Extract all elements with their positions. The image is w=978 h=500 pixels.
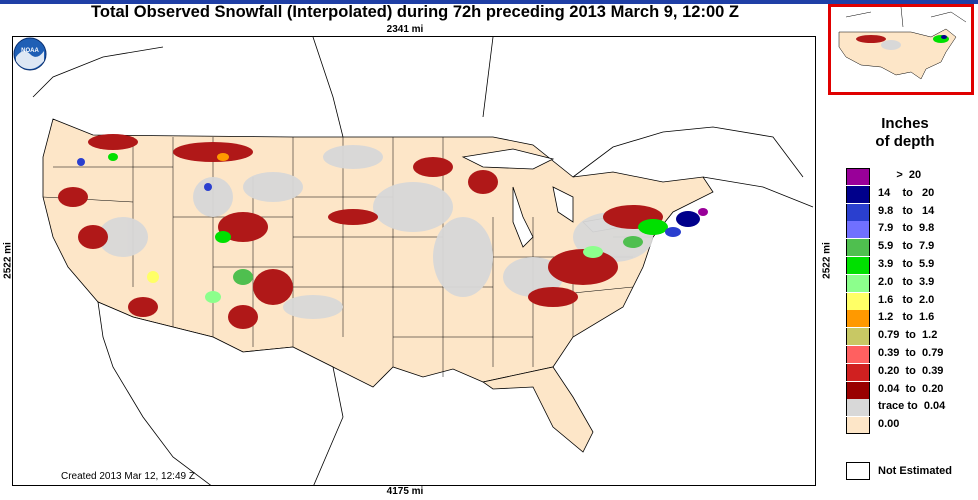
- snow-moderate: [108, 153, 668, 303]
- legend-label: 0.04 to 0.20: [878, 382, 944, 395]
- legend-label: 0.00: [878, 418, 900, 431]
- legend-label: 9.8 to 14: [878, 204, 935, 217]
- legend-swatch: [846, 168, 870, 185]
- legend-item: 0.39 to 0.79: [846, 346, 974, 363]
- legend-label: 2.0 to 3.9: [878, 275, 935, 288]
- legend-swatch: [846, 221, 870, 239]
- legend-swatch: [846, 257, 870, 274]
- legend-label: 3.9 to 5.9: [878, 258, 935, 270]
- legend-title-line1: Inches: [881, 115, 929, 132]
- legend-label: 5.9 to 7.9: [878, 240, 935, 253]
- map-height-right-label: 2522 mi: [821, 242, 833, 279]
- legend-not-estimated: Not Estimated: [846, 462, 974, 482]
- legend-swatch: [846, 381, 870, 399]
- legend-swatch: [846, 363, 870, 381]
- legend-item: trace to 0.04: [846, 399, 974, 417]
- legend-item: 0.20 to 0.39: [846, 363, 974, 381]
- canada-border: [32, 37, 814, 208]
- legend-item: 0.00: [846, 417, 974, 435]
- legend-label: 0.79 to 1.2: [878, 329, 938, 342]
- legend-label: 14 to 20: [878, 186, 935, 199]
- legend-swatch: [846, 399, 870, 417]
- legend-swatch: [846, 292, 870, 310]
- header-rule: [0, 0, 978, 4]
- snow-light: [58, 134, 663, 329]
- noaa-logo: NOAA: [13, 37, 47, 71]
- mexico: [97, 301, 344, 485]
- legend-label: 0.20 to 0.39: [878, 364, 944, 377]
- created-timestamp: Created 2013 Mar 12, 12:49 Z: [61, 471, 195, 482]
- legend-swatch: [846, 328, 870, 346]
- legend-item: 1.6 to 2.0: [846, 292, 974, 310]
- legend-item: 7.9 to 9.8: [846, 221, 974, 239]
- legend-label: 7.9 to 9.8: [878, 222, 935, 235]
- legend-item: 14 to 20: [846, 185, 974, 203]
- legend-label: trace to 0.04: [878, 400, 946, 413]
- map-width-bottom-label: 4175 mi: [386, 486, 424, 497]
- legend-swatch: [846, 462, 870, 480]
- legend-label: 0.39 to 0.79: [878, 347, 944, 359]
- legend-swatch: [846, 310, 870, 328]
- page-title: Total Observed Snowfall (Interpolated) d…: [91, 3, 739, 21]
- legend-title: Inches of depth: [840, 115, 970, 151]
- legend-item: 1.2 to 1.6: [846, 310, 974, 328]
- legend-item: 9.8 to 14: [846, 203, 974, 221]
- snow-heavy: [77, 158, 708, 237]
- legend-label: 1.6 to 2.0: [878, 293, 935, 306]
- legend-swatch: [846, 274, 870, 292]
- inset-canvas: [838, 7, 967, 80]
- legend-item: 5.9 to 7.9: [846, 239, 974, 257]
- map-canvas: [32, 37, 814, 485]
- legend-label: > 20: [878, 169, 922, 181]
- legend-swatch: [846, 239, 870, 257]
- legend-label: 1.2 to 1.6: [878, 311, 935, 324]
- legend-item: > 20: [846, 168, 974, 185]
- florida: [482, 366, 594, 453]
- legend-label: Not Estimated: [878, 465, 952, 477]
- legend-item: 0.04 to 0.20: [846, 381, 974, 399]
- legend-swatch: [846, 346, 870, 363]
- legend-swatch: [846, 417, 870, 435]
- legend-title-line2: of depth: [875, 133, 935, 150]
- legend-item: 3.9 to 5.9: [846, 257, 974, 274]
- snow-trace: [98, 145, 653, 319]
- snowfall-map[interactable]: NOAA Created 2013 Mar 12, 12:49 Z: [12, 36, 816, 486]
- overview-inset-map[interactable]: [828, 4, 974, 95]
- legend-item: 2.0 to 3.9: [846, 274, 974, 292]
- legend-item: 0.79 to 1.2: [846, 328, 974, 346]
- legend-swatch: [846, 185, 870, 203]
- svg-text:NOAA: NOAA: [21, 48, 39, 54]
- map-width-top-label: 2341 mi: [386, 24, 424, 35]
- legend-swatch: [846, 203, 870, 221]
